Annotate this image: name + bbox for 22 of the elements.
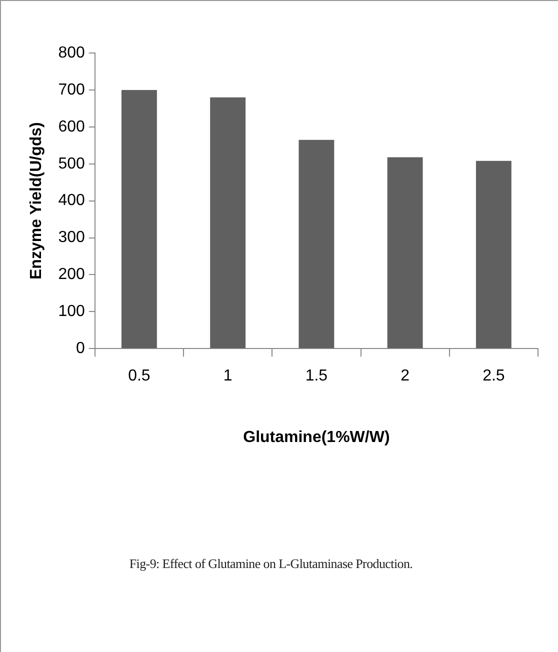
x-tick-label: 1 [223, 368, 232, 385]
y-tick-label: 300 [58, 229, 85, 246]
y-tick-label: 700 [58, 81, 85, 98]
y-tick-label: 0 [76, 340, 85, 358]
y-axis-title: Enzyme Yield(U/gds) [28, 122, 46, 280]
text: Fig-9: Effect of Glutamine on L-Glutaminase Production. [128, 556, 414, 572]
x-tick-label: 2.5 [482, 368, 505, 385]
y-tick-label: 400 [58, 192, 85, 210]
x-tick-label: 0.5 [128, 368, 150, 385]
y-tick-label: 800 [58, 44, 85, 62]
bar [476, 160, 512, 348]
y-tick-label: 500 [58, 155, 85, 172]
x-tick-label: 1.5 [305, 368, 328, 385]
y-tick-label: 200 [58, 266, 85, 284]
bar [121, 90, 157, 348]
bar [298, 140, 334, 348]
bar [387, 157, 423, 348]
x-axis-title: Glutamine(1%W/W) [243, 428, 390, 446]
y-tick-label: 600 [58, 118, 85, 136]
y-tick-label: 100 [58, 303, 85, 320]
bar [210, 97, 246, 348]
x-tick-label: 2 [400, 368, 410, 385]
